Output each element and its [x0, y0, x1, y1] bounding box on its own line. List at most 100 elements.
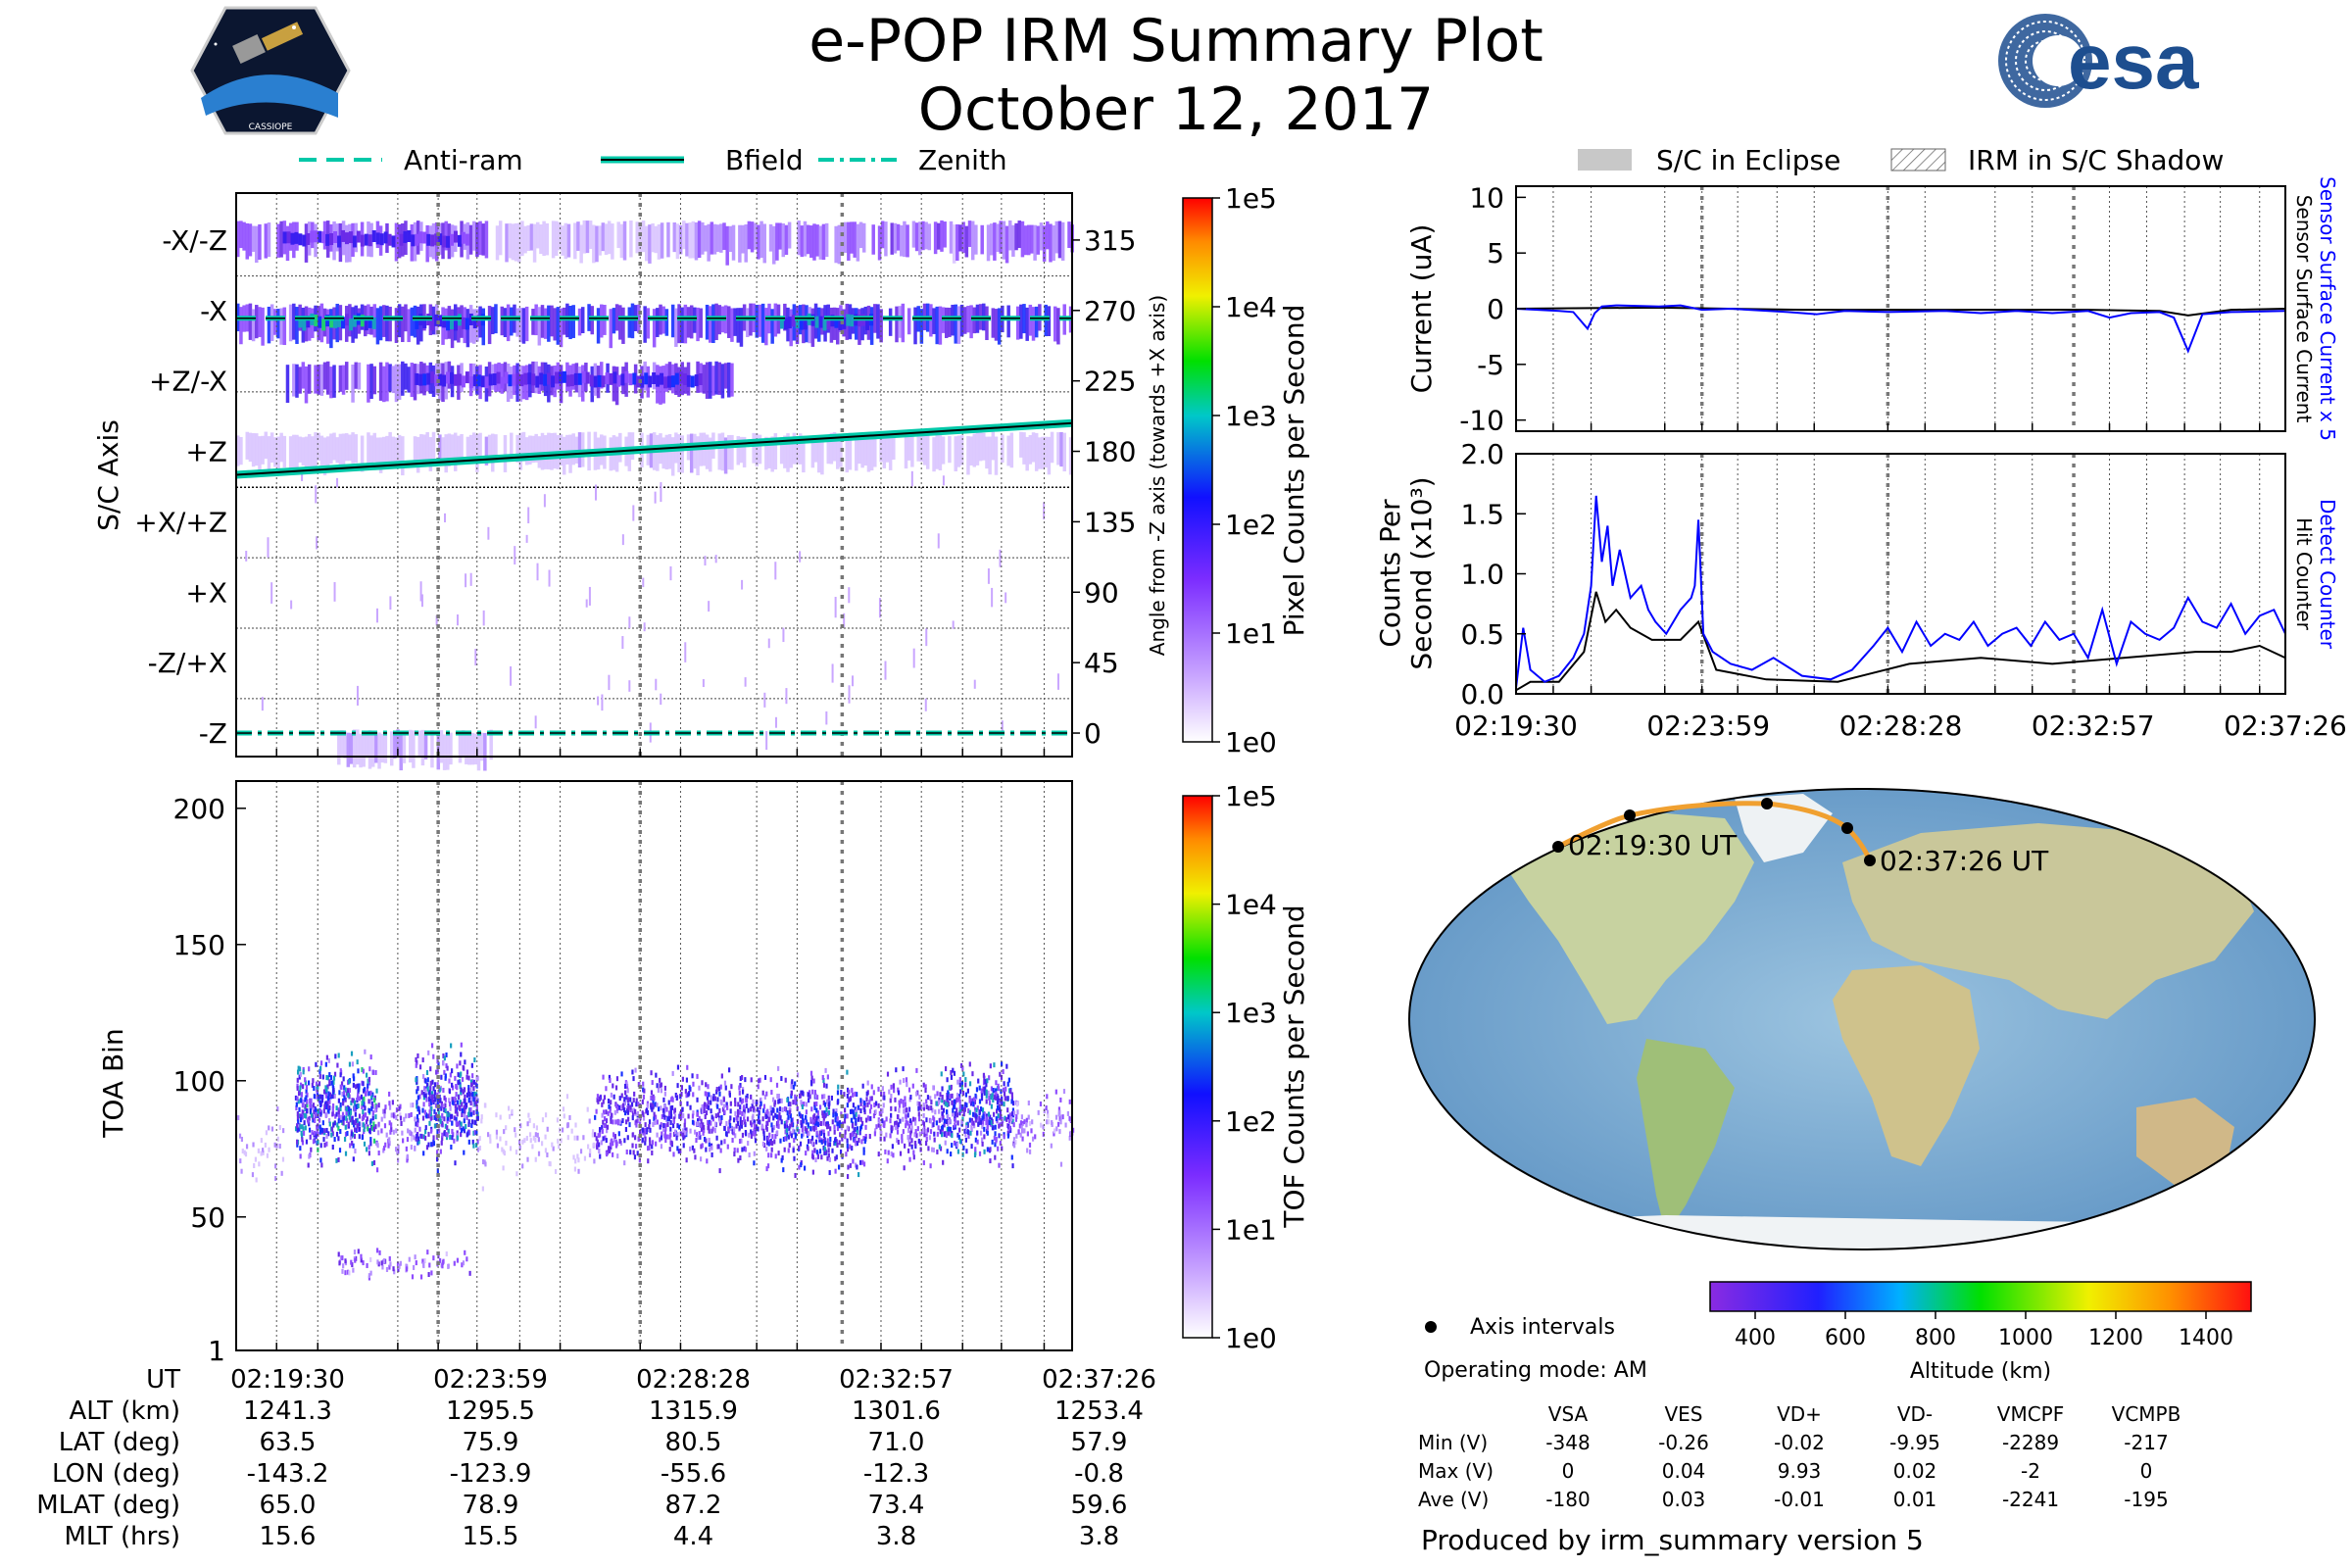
heatmap-cell — [750, 221, 755, 253]
heatmap-cell — [443, 1069, 446, 1075]
heatmap-cell — [924, 1088, 927, 1094]
heatmap-cell — [941, 1111, 944, 1117]
heatmap-cell — [794, 1172, 797, 1178]
heatmap-cell — [853, 221, 857, 258]
heatmap-cell — [612, 1119, 614, 1125]
heatmap-cell — [619, 1140, 622, 1146]
heatmap-cell — [346, 732, 351, 767]
heatmap-cell — [352, 729, 357, 768]
heatmap-cell — [416, 1122, 419, 1128]
colorbar-tick-label: 1e4 — [1225, 889, 1277, 921]
heatmap-cell — [358, 1134, 361, 1140]
heatmap-cell — [811, 1150, 814, 1155]
heatmap-cell — [264, 431, 269, 460]
heatmap-cell — [662, 437, 665, 469]
heatmap-cell — [432, 1086, 435, 1092]
heatmap-cell — [834, 597, 837, 618]
heatmap-cell — [959, 435, 964, 466]
heatmap-cell — [328, 1117, 331, 1123]
heatmap-cell — [954, 1110, 956, 1116]
heatmap-cell — [352, 1267, 355, 1273]
heatmap-cell — [430, 1091, 434, 1097]
heatmap-cell — [810, 1141, 814, 1147]
heatmap-cell — [314, 1117, 317, 1123]
heatmap-cell — [915, 1133, 918, 1139]
heatmap-cell — [459, 1073, 462, 1079]
heatmap-cell — [666, 221, 670, 258]
summary-cell: 80.5 — [664, 1428, 722, 1457]
heatmap-cell — [304, 1077, 307, 1083]
heatmap-cell — [814, 1139, 818, 1145]
heatmap-cell — [970, 1120, 973, 1126]
heatmap-cell — [985, 436, 989, 469]
heatmap-cell — [352, 235, 357, 248]
heatmap-cell — [488, 373, 493, 386]
heatmap-cell — [631, 1115, 634, 1121]
heatmap-cell — [364, 1105, 367, 1111]
heatmap-cell — [376, 608, 379, 623]
heatmap-cell — [430, 730, 434, 768]
voltage-cell: 9.93 — [1777, 1458, 1822, 1483]
heatmap-cell — [783, 1120, 787, 1126]
heatmap-cell — [558, 1144, 561, 1150]
heatmap-cell — [331, 1111, 334, 1117]
heatmap-cell — [744, 1122, 747, 1128]
heatmap-cell — [783, 318, 788, 330]
heatmap-cell — [436, 1168, 439, 1174]
heatmap-cell — [245, 222, 250, 260]
heatmap-cell — [739, 308, 744, 347]
heatmap-cell — [827, 1095, 830, 1101]
heatmap-cell — [882, 431, 887, 468]
heatmap-cell — [656, 1132, 659, 1138]
heatmap-cell — [1011, 1118, 1014, 1124]
heatmap-cell — [609, 372, 613, 385]
heatmap-cell — [364, 318, 368, 331]
heatmap-cell — [603, 1095, 607, 1101]
heatmap-cell — [270, 1126, 274, 1132]
heatmap-cell — [384, 1142, 387, 1148]
heatmap-cell — [952, 620, 955, 629]
heatmap-cell — [240, 1168, 243, 1174]
heatmap-cell — [907, 1106, 911, 1112]
heatmap-cell — [947, 1090, 950, 1096]
heatmap-cell — [478, 432, 482, 463]
heatmap-cell — [935, 1101, 938, 1106]
heatmap-cell — [778, 1098, 781, 1103]
heatmap-cell — [944, 1101, 947, 1106]
heatmap-cell — [646, 1102, 649, 1108]
heatmap-cell — [706, 1092, 709, 1098]
heatmap-cell — [1028, 1142, 1032, 1148]
heatmap-cell — [927, 223, 932, 251]
heatmap-cell — [328, 1092, 332, 1098]
heatmap-cell — [601, 1102, 604, 1107]
heatmap-cell — [736, 308, 741, 343]
heatmap-cell — [824, 1149, 827, 1154]
heatmap-cell — [800, 1100, 803, 1105]
heatmap-cell — [970, 1144, 973, 1150]
heatmap-cell — [943, 1122, 946, 1128]
heatmap-cell — [300, 1092, 304, 1098]
heatmap-cell — [404, 363, 408, 390]
heatmap-cell — [799, 551, 802, 563]
heatmap-cell — [863, 432, 868, 466]
heatmap-cell — [605, 1118, 609, 1124]
summary-row-label: ALT (km) — [69, 1396, 180, 1426]
heatmap-cell — [417, 1139, 420, 1145]
heatmap-cell — [703, 1124, 706, 1130]
heatmap-cell — [973, 1097, 976, 1102]
heatmap-cell — [442, 316, 447, 328]
heatmap-cell — [974, 1147, 977, 1152]
heatmap-cell — [646, 1127, 649, 1133]
heatmap-cell — [298, 367, 302, 394]
heatmap-cell — [437, 1109, 440, 1115]
heatmap-cell — [764, 436, 768, 470]
heatmap-cell — [701, 1143, 704, 1149]
heatmap-cell — [800, 1119, 803, 1125]
heatmap-cell — [546, 1126, 549, 1132]
heatmap-cell — [1023, 1119, 1026, 1125]
heatmap-cell — [473, 1094, 476, 1100]
heatmap-cell — [622, 1100, 625, 1105]
heatmap-cell — [853, 1109, 857, 1115]
summary-row-label: MLT (hrs) — [64, 1522, 181, 1551]
heatmap-cell — [894, 1106, 897, 1112]
